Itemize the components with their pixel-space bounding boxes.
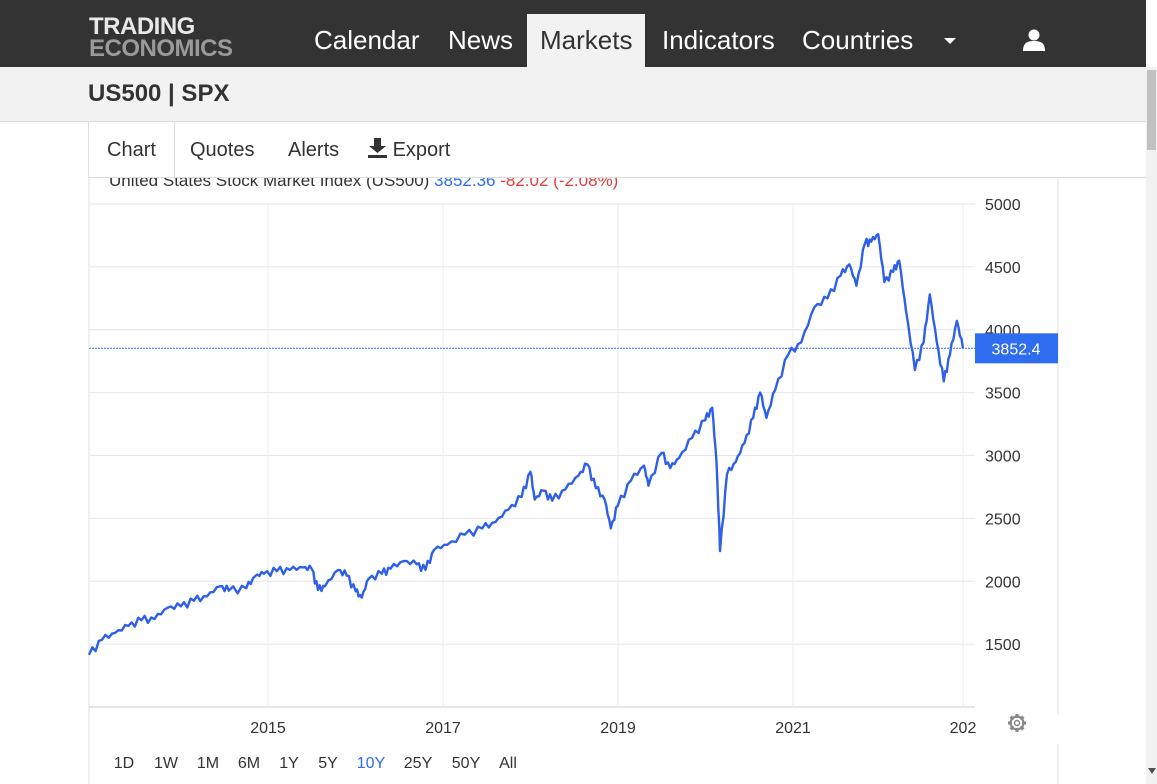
chart-series-name: United States Stock Market Index (US500)	[109, 178, 434, 190]
chart-tabs: Chart Quotes Alerts Export	[88, 122, 1146, 178]
range-button-1w[interactable]: 1W	[154, 755, 179, 772]
range-button-1m[interactable]: 1M	[197, 755, 219, 772]
y-tick-label: 3500	[985, 386, 1021, 403]
export-label: Export	[392, 139, 451, 161]
y-tick-label: 3000	[985, 449, 1021, 466]
x-tick-label: 2019	[600, 720, 636, 737]
last-price-tag	[975, 333, 1058, 364]
range-button-10y[interactable]: 10Y	[357, 755, 386, 772]
nav-news[interactable]: News	[448, 25, 514, 55]
range-button-25y[interactable]: 25Y	[404, 755, 433, 772]
symbol-header	[0, 67, 1146, 122]
last-price-tag-label: 3852.4	[992, 341, 1041, 358]
x-tick-label: 2017	[425, 720, 461, 737]
range-button-1y[interactable]: 1Y	[279, 755, 299, 772]
page-scrollbar[interactable]	[1146, 67, 1157, 784]
download-icon	[368, 138, 387, 158]
y-tick-label: 1500	[985, 637, 1021, 654]
y-tick-label: 2000	[985, 574, 1021, 591]
x-tick-label: 2021	[775, 720, 811, 737]
x-tick-label: 2015	[250, 720, 286, 737]
price-line-series	[87, 233, 965, 656]
y-tick-label: 5000	[985, 197, 1021, 214]
y-tick-label: 4500	[985, 260, 1021, 277]
price-change: -82.02 (-2.08%)	[500, 178, 618, 190]
y-tick-label: 2500	[985, 511, 1021, 528]
range-button-all[interactable]: All	[499, 755, 517, 772]
top-navbar: TRADING ECONOMICS Calendar News Markets …	[0, 0, 1146, 67]
chart-area: United States Stock Market Index (US500)…	[0, 178, 1146, 784]
nav-indicators[interactable]: Indicators	[662, 25, 775, 55]
nav-markets[interactable]: Markets	[527, 14, 646, 67]
scroll-down-arrow-icon[interactable]	[1148, 768, 1156, 774]
stock-chart-svg[interactable]: United States Stock Market Index (US500)…	[0, 178, 1146, 784]
scrollbar-thumb[interactable]	[1147, 70, 1156, 150]
trading-economics-logo[interactable]: TRADING ECONOMICS	[89, 13, 233, 62]
tab-alerts[interactable]: Alerts	[288, 139, 340, 161]
nav-countries[interactable]: Countries	[802, 25, 914, 55]
current-price: 3852.36	[434, 178, 500, 190]
range-button-6m[interactable]: 6M	[238, 755, 260, 772]
more-dropdown-caret-icon[interactable]	[944, 38, 956, 44]
range-button-5y[interactable]: 5Y	[318, 755, 338, 772]
user-icon[interactable]	[1022, 29, 1046, 51]
gear-hub	[1013, 719, 1021, 727]
x-tick-label: 202	[950, 720, 977, 737]
page-title: US500 | SPX	[88, 80, 230, 107]
range-button-1d[interactable]: 1D	[114, 755, 134, 772]
tab-chart[interactable]: Chart	[88, 122, 175, 177]
chart-header: United States Stock Market Index (US500)…	[109, 178, 618, 190]
gear-ring	[1009, 715, 1025, 731]
tab-quotes[interactable]: Quotes	[190, 139, 255, 161]
range-button-50y[interactable]: 50Y	[452, 755, 481, 772]
settings-gear-icon[interactable]	[1008, 714, 1026, 732]
nav-calendar[interactable]: Calendar	[314, 25, 420, 55]
tab-export[interactable]: Export	[350, 122, 468, 177]
